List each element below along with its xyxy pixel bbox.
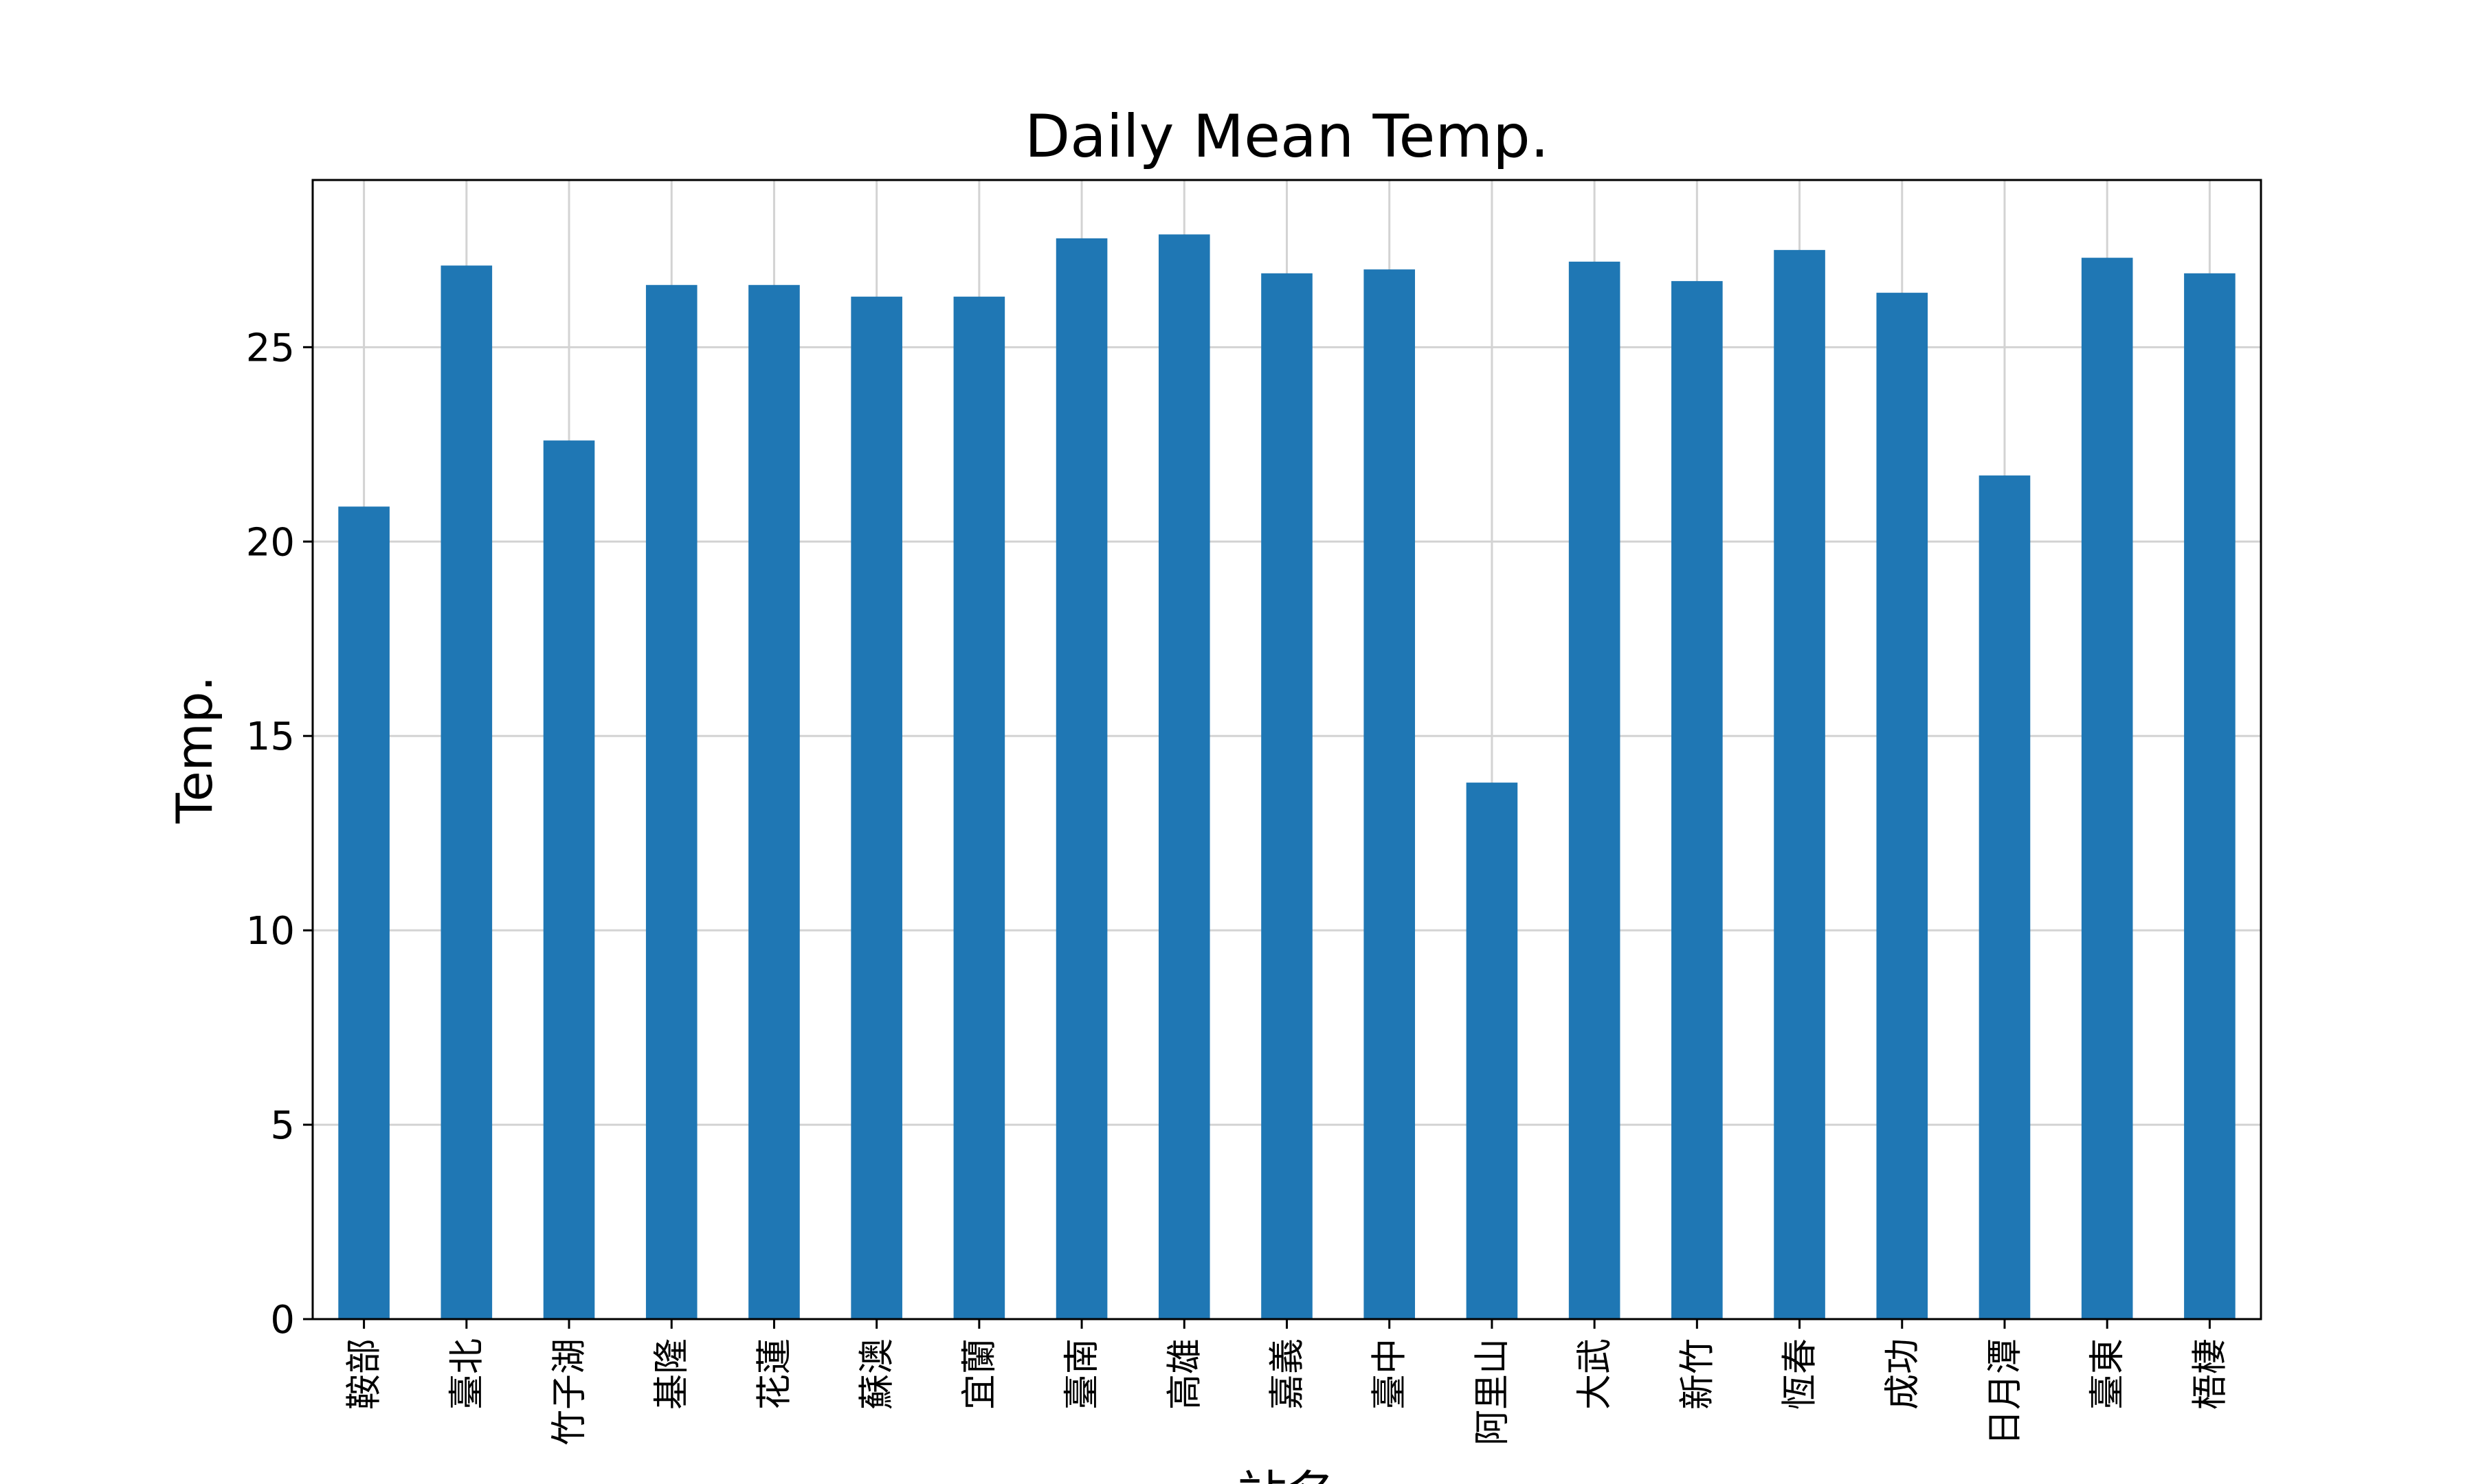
bar-7 [1056, 238, 1108, 1319]
x-tick-label: 嘉義 [1267, 1338, 1308, 1410]
bars [338, 234, 2236, 1320]
x-tick-label: 鞍部 [344, 1338, 386, 1410]
x-tick-label: 梧棲 [2189, 1338, 2231, 1410]
bar-8 [1158, 234, 1210, 1320]
bar-13 [1671, 281, 1723, 1320]
x-tick-label: 恆春 [1780, 1338, 1821, 1410]
bar-12 [1568, 261, 1620, 1319]
bar-17 [2081, 258, 2133, 1319]
x-tick-label: 日月潭 [1985, 1338, 2026, 1446]
x-tick-label: 高雄 [1164, 1338, 1205, 1410]
x-axis-label: 站名 [1237, 1465, 1336, 1484]
x-tick-label: 基隆 [651, 1338, 693, 1410]
bar-16 [1979, 475, 2031, 1319]
y-tick-label: 5 [270, 1103, 295, 1148]
y-axis-label: Temp. [166, 676, 223, 824]
x-tick-label: 大武 [1574, 1338, 1616, 1410]
x-tick-label: 花蓮 [754, 1338, 795, 1410]
bar-1 [441, 265, 493, 1319]
x-axis-ticks: 鞍部 臺北 竹子湖 基隆 花蓮 蘇澳 宜蘭 臺南 高雄 嘉義 臺中 阿里山 大武 新竹 恆春 成功 日月潭 臺東梧… [344, 1319, 2231, 1446]
y-axis-ticks: 0 5 10 15 20 25 [246, 326, 313, 1342]
bar-10 [1363, 269, 1416, 1320]
bar-9 [1261, 273, 1313, 1320]
y-tick-label: 20 [246, 520, 295, 565]
x-tick-label: 臺東 [2087, 1338, 2128, 1410]
x-tick-label: 臺北 [447, 1338, 488, 1410]
bar-11 [1466, 783, 1518, 1319]
bar-3 [645, 284, 698, 1320]
x-tick-label: 阿里山 [1472, 1338, 1513, 1446]
bar-6 [953, 296, 1005, 1319]
x-tick-label: 蘇澳 [857, 1338, 898, 1410]
y-tick-label: 15 [246, 715, 295, 759]
chart-title: Daily Mean Temp. [1025, 102, 1549, 171]
y-tick-label: 0 [270, 1298, 295, 1342]
bar-4 [748, 284, 800, 1320]
y-tick-label: 10 [246, 909, 295, 954]
bar-2 [543, 440, 595, 1320]
bar-18 [2184, 273, 2236, 1320]
x-tick-label: 臺中 [1370, 1338, 1411, 1410]
x-tick-label: 成功 [1882, 1338, 1924, 1410]
x-tick-label: 新竹 [1677, 1338, 1718, 1410]
bar-5 [851, 296, 902, 1319]
x-tick-label: 竹子湖 [549, 1338, 590, 1446]
bar-15 [1876, 293, 1928, 1319]
y-tick-label: 25 [246, 326, 295, 370]
x-tick-label: 宜蘭 [959, 1338, 1001, 1410]
bar-14 [1774, 249, 1825, 1319]
bar-0 [338, 506, 390, 1319]
x-tick-label: 臺南 [1062, 1338, 1103, 1410]
